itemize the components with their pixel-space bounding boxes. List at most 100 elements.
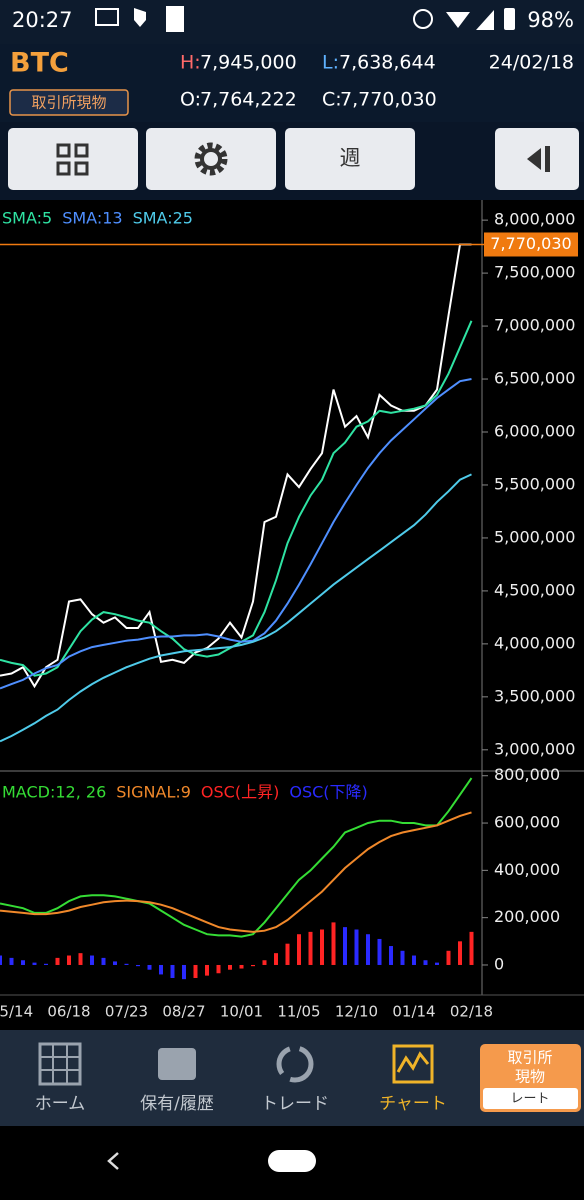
x-tick-label: 05/14	[0, 1003, 33, 1021]
osc-bar	[0, 955, 2, 965]
osc-bar	[239, 964, 244, 969]
period-button[interactable]	[285, 128, 415, 190]
osc-bar	[193, 964, 198, 978]
osc-bar	[285, 943, 290, 965]
high-label: H:	[180, 52, 201, 74]
holdings-tab[interactable]: 保有/履歴	[140, 1048, 214, 1114]
osc-bar	[412, 955, 416, 965]
osc-bar	[423, 960, 428, 965]
home-icon	[38, 1042, 82, 1086]
y-tick-label: 3,500,000	[494, 686, 575, 705]
y-tick-label: 600,000	[494, 813, 560, 832]
osc-bar	[78, 953, 83, 965]
low-label: L:	[322, 52, 339, 74]
signal-icon	[476, 10, 494, 30]
series-line	[0, 777, 473, 938]
osc-bar	[331, 922, 336, 965]
shield-icon	[134, 8, 146, 27]
home-tab[interactable]: ホーム	[35, 1042, 86, 1114]
home-icon-grid	[40, 1044, 80, 1084]
osc-bar	[216, 964, 221, 974]
y-tick-label: 0	[494, 954, 504, 973]
last-price-box	[484, 232, 578, 257]
osc-bar	[262, 960, 267, 965]
close-label: C:	[322, 89, 342, 111]
x-tick-label: 02/18	[450, 1003, 493, 1021]
nav-label: チャート	[379, 1094, 447, 1114]
nav-label: ホーム	[35, 1094, 86, 1114]
osc-bar	[400, 950, 405, 965]
layout-icon	[56, 143, 89, 176]
market-label: 取引所現物	[31, 94, 106, 112]
gear-icon	[194, 142, 228, 176]
y-tick-label: 6,000,000	[494, 422, 575, 441]
x-tick-label: 11/05	[277, 1003, 320, 1021]
trade-tab[interactable]: トレード	[261, 1045, 329, 1114]
symbol: BTC	[10, 48, 69, 79]
battery-icon	[504, 8, 515, 30]
home-pill[interactable]	[268, 1150, 316, 1172]
osc-bar	[377, 938, 382, 965]
legend-entry: MACD:12, 26	[2, 783, 106, 802]
y-tick-label: 400,000	[494, 860, 560, 879]
osc-bar	[159, 964, 163, 975]
osc-bar	[9, 957, 14, 965]
osc-bar	[469, 931, 474, 965]
nav-label: トレード	[261, 1094, 329, 1114]
osc-bar	[228, 964, 232, 970]
plot	[0, 243, 474, 980]
osc-bar	[182, 964, 186, 980]
osc-bar	[343, 927, 347, 965]
series-line	[0, 320, 473, 677]
y-tick-label: 8,000,000	[494, 210, 575, 229]
y-tick-label: 7,500,000	[494, 263, 575, 282]
osc-bar	[101, 957, 106, 965]
osc-bar	[90, 955, 94, 965]
period-label: 週	[340, 146, 361, 170]
rate-label: レート	[510, 1092, 549, 1107]
x-tick-label: 06/18	[47, 1003, 90, 1021]
osc-bar	[297, 934, 301, 965]
osc-bar	[147, 964, 152, 970]
trade-icon	[276, 1045, 314, 1083]
collapse-arrow	[527, 148, 541, 170]
nfc-icon	[413, 9, 433, 29]
osc-bar	[124, 963, 129, 965]
y-tick-label: 7,000,000	[494, 316, 575, 335]
legend-entry: OSC(上昇)	[201, 783, 279, 802]
status-bar	[0, 0, 584, 44]
legend-entry: SMA:5	[2, 209, 52, 228]
osc-bar	[44, 963, 48, 965]
y-tick-label: 5,000,000	[494, 527, 575, 546]
osc-bar	[389, 946, 393, 965]
series-line	[0, 811, 472, 933]
osc-bar	[435, 962, 439, 965]
date: 24/02/18	[489, 52, 574, 74]
y-tick-label: 6,500,000	[494, 369, 575, 388]
wifi-icon	[446, 12, 470, 28]
open-value: 7,764,222	[200, 89, 297, 111]
osc-bar	[113, 961, 117, 965]
settings-button[interactable]	[146, 128, 276, 190]
market-switch[interactable]: 取引所 現物 レート	[480, 1044, 581, 1112]
osc-bar	[354, 929, 359, 965]
chart-tab[interactable]: チャート	[379, 1044, 447, 1114]
x-tick-label: 07/23	[105, 1003, 148, 1021]
y-tick-label: 3,000,000	[494, 739, 575, 758]
y-tick-label: 5,500,000	[494, 474, 575, 493]
layout-button[interactable]	[8, 128, 138, 190]
y-tick-label: 4,000,000	[494, 633, 575, 652]
x-tick-label: 01/14	[392, 1003, 435, 1021]
osc-bar	[458, 941, 462, 965]
legend-entry: SMA:13	[62, 209, 122, 228]
series-line	[0, 473, 472, 743]
back-button[interactable]	[107, 1152, 119, 1170]
x-tick-label: 10/01	[220, 1003, 263, 1021]
osc-bar	[366, 934, 370, 965]
legend-entry: OSC(下降)	[289, 783, 367, 802]
osc-bar	[274, 953, 278, 965]
chart-icon-line	[396, 1051, 430, 1073]
market-switch-label: 取引所	[507, 1049, 552, 1067]
